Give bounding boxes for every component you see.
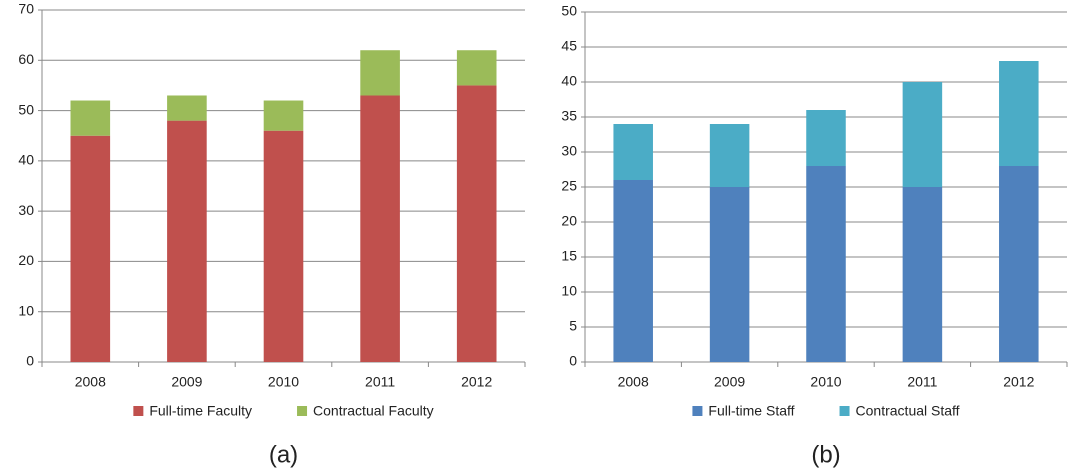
- y-tick-label: 10: [18, 302, 34, 318]
- bar-segment: [902, 82, 943, 187]
- y-tick-label: 30: [561, 143, 577, 159]
- bar-segment: [360, 95, 400, 362]
- bar-segment: [806, 166, 846, 362]
- x-tick-label: 2010: [268, 374, 299, 390]
- y-tick-label: 25: [561, 178, 577, 194]
- caption: (a): [269, 441, 298, 468]
- y-tick-label: 20: [18, 252, 34, 268]
- bar-segment: [613, 124, 653, 180]
- legend-swatch: [133, 406, 144, 416]
- x-tick-label: 2009: [714, 374, 745, 390]
- y-tick-label: 50: [18, 101, 34, 117]
- bar-segment: [806, 110, 846, 166]
- y-tick-label: 70: [18, 1, 34, 17]
- bar-segment: [263, 130, 304, 362]
- y-tick-label: 45: [561, 38, 577, 54]
- legend-swatch: [839, 406, 850, 416]
- y-tick-label: 5: [569, 318, 577, 334]
- y-tick-label: 60: [18, 51, 34, 67]
- bar-segment: [902, 187, 943, 362]
- bar-segment: [613, 180, 653, 362]
- x-tick-label: 2012: [1003, 374, 1034, 390]
- bar-segment: [456, 85, 497, 362]
- x-tick-label: 2012: [461, 374, 492, 390]
- y-tick-label: 40: [18, 152, 34, 168]
- bar-segment: [999, 166, 1039, 362]
- bar-segment: [70, 135, 111, 362]
- x-tick-label: 2011: [365, 374, 395, 390]
- x-tick-label: 2011: [907, 374, 937, 390]
- x-tick-label: 2009: [171, 374, 202, 390]
- y-tick-label: 50: [561, 3, 577, 19]
- y-tick-label: 0: [26, 353, 34, 369]
- y-tick-label: 35: [561, 108, 577, 124]
- bar-segment: [360, 50, 400, 96]
- legend-swatch: [297, 406, 308, 416]
- bar-segment: [709, 187, 750, 362]
- legend-label: Full-time Staff: [708, 403, 794, 419]
- bar-segment: [263, 100, 304, 131]
- x-tick-label: 2008: [75, 374, 106, 390]
- bar-segment: [70, 100, 111, 136]
- bar-segment: [999, 61, 1039, 166]
- y-tick-label: 30: [18, 202, 34, 218]
- caption: (b): [811, 441, 840, 468]
- legend-label: Full-time Faculty: [149, 403, 252, 419]
- x-tick-label: 2010: [810, 374, 841, 390]
- legend-swatch: [692, 406, 703, 416]
- legend-label: Contractual Faculty: [313, 403, 434, 419]
- bar-segment: [456, 50, 497, 86]
- y-tick-label: 10: [561, 283, 577, 299]
- y-tick-label: 0: [569, 353, 577, 369]
- y-tick-label: 15: [561, 248, 577, 264]
- legend-label: Contractual Staff: [856, 403, 960, 419]
- bar-segment: [709, 124, 750, 187]
- bar-segment: [167, 95, 207, 121]
- y-tick-label: 40: [561, 73, 577, 89]
- x-tick-label: 2008: [618, 374, 649, 390]
- bar-segment: [167, 120, 207, 362]
- y-tick-label: 20: [561, 213, 577, 229]
